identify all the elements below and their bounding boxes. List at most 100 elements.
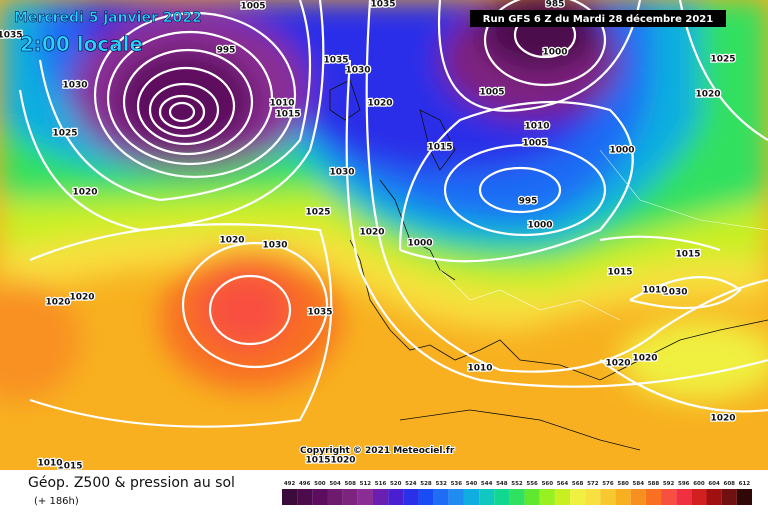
colorbar-swatch (494, 489, 510, 505)
isobar-label: 1005 (240, 2, 265, 12)
colorbar-swatch (645, 489, 662, 505)
colorbar-label: 560 (542, 481, 554, 487)
isobar-label: 1010 (524, 122, 549, 132)
colorbar-label: 604 (708, 481, 720, 487)
isobar-label: 1035 (0, 31, 23, 41)
isobar-label: 1010 (642, 286, 667, 296)
colorbar-label: 504 (329, 481, 341, 487)
colorbar-swatch (615, 489, 631, 505)
isobar-label: 1020 (45, 298, 70, 308)
isobar-label: 1035 (370, 0, 395, 10)
isobar-label: 1030 (329, 168, 354, 178)
colorbar-swatch (448, 489, 464, 505)
isobar-label: 1005 (522, 139, 547, 149)
isobar-label: 1015 (275, 110, 300, 120)
isobar-label: 1020 (219, 236, 244, 246)
colorbar-label: 576 (602, 481, 614, 487)
colorbar-label: 588 (648, 481, 660, 487)
colorbar-label: 600 (693, 481, 705, 487)
colorbar-label: 508 (344, 481, 356, 487)
isobar-label: 1030 (62, 81, 87, 91)
copyright: Copyright © 2021 Meteociel.fr (300, 446, 455, 456)
isobar-label: 1020 (632, 354, 657, 364)
colorbar-swatch (676, 489, 692, 505)
colorbar-swatch (327, 489, 343, 505)
isobar-label: 1020 (710, 414, 735, 424)
colorbar-swatch (463, 489, 480, 505)
colorbar-label: 492 (284, 481, 296, 487)
isobar-label: 1000 (407, 239, 432, 249)
isobar-label: 1025 (305, 208, 330, 218)
isobar-label: 1030 (345, 66, 370, 76)
colorbar-swatch (357, 489, 373, 505)
colorbar-label: 536 (451, 481, 463, 487)
footer-title: Géop. Z500 & pression au sol (28, 475, 235, 491)
colorbar-label: 556 (526, 481, 538, 487)
isobar-label: 1015 (57, 462, 82, 472)
run-label: Run GFS 6 Z du Mardi 28 décembre 2021 (483, 13, 713, 25)
colorbar-label: 608 (724, 481, 736, 487)
colorbar-label: 584 (633, 481, 645, 487)
isobar-label: 1010 (37, 459, 62, 469)
colorbar-swatch (721, 489, 737, 505)
colorbar-swatch (297, 489, 313, 505)
colorbar-label: 524 (405, 481, 417, 487)
colorbar-label: 512 (360, 481, 372, 487)
colorbar-swatch (554, 489, 571, 505)
isobar-label: 1000 (542, 48, 567, 58)
colorbar-label: 548 (496, 481, 508, 487)
isobar-label: 1035 (323, 56, 348, 66)
colorbar-label: 496 (299, 481, 311, 487)
colorbar-swatch (585, 489, 601, 505)
colorbar-label: 592 (663, 481, 675, 487)
isobar-label: 1030 (262, 241, 287, 251)
colorbar: 492 496 500 504 508 512 516 520 524 528 532 536 540 5… (282, 481, 752, 505)
isobar-label: 1020 (695, 90, 720, 100)
colorbar-swatch (661, 489, 677, 505)
isobars (18, 0, 768, 428)
colorbar-swatch (282, 489, 298, 505)
isobar-label: 1005 (479, 88, 504, 98)
colorbar-label: 500 (314, 481, 326, 487)
colorbar-label: 544 (481, 481, 493, 487)
colorbar-label: 552 (511, 481, 523, 487)
isobar-label: 1000 (609, 146, 634, 156)
colorbar-label: 528 (420, 481, 432, 487)
colorbar-label: 520 (390, 481, 402, 487)
colorbar-swatch (433, 489, 449, 505)
isobar-label: 1015 (607, 268, 632, 278)
colorbar-label: 572 (587, 481, 599, 487)
isobar-label: 1015 (675, 250, 700, 260)
isobar-label: 1015 (427, 143, 452, 153)
colorbar-swatch (630, 489, 646, 505)
colorbar-swatch (706, 489, 722, 505)
isobar-label: 995 (519, 197, 538, 207)
colorbar-label: 596 (678, 481, 690, 487)
footer-lead: (+ 186h) (34, 496, 79, 507)
isobar-label: 1035 (307, 308, 332, 318)
colorbar-swatch (736, 489, 752, 505)
isobar-label: 1020 (605, 359, 630, 369)
colorbar-label: 564 (557, 481, 569, 487)
colorbar-swatch (342, 489, 358, 505)
isobar-label: 1020 (367, 99, 392, 109)
colorbar-label: 612 (739, 481, 751, 487)
colorbar-swatch (372, 489, 389, 505)
isobar-label: 1030 (662, 288, 687, 298)
colorbar-swatch (524, 489, 540, 505)
colorbar-label: 516 (375, 481, 387, 487)
colorbar-label: 540 (466, 481, 478, 487)
date-label: Mercredi 5 janvier 2022 (14, 10, 202, 26)
isobar-label: 1025 (52, 129, 77, 139)
colorbar-swatch (403, 489, 419, 505)
isobar-label: 1020 (330, 456, 355, 466)
colorbar-swatch (600, 489, 616, 505)
isobar-label: 1015 (305, 456, 330, 466)
run-box (470, 10, 726, 27)
colorbar-swatch (312, 489, 328, 505)
isobar-label: 1000 (527, 221, 552, 231)
time-label: 2:00 locale (20, 32, 143, 56)
